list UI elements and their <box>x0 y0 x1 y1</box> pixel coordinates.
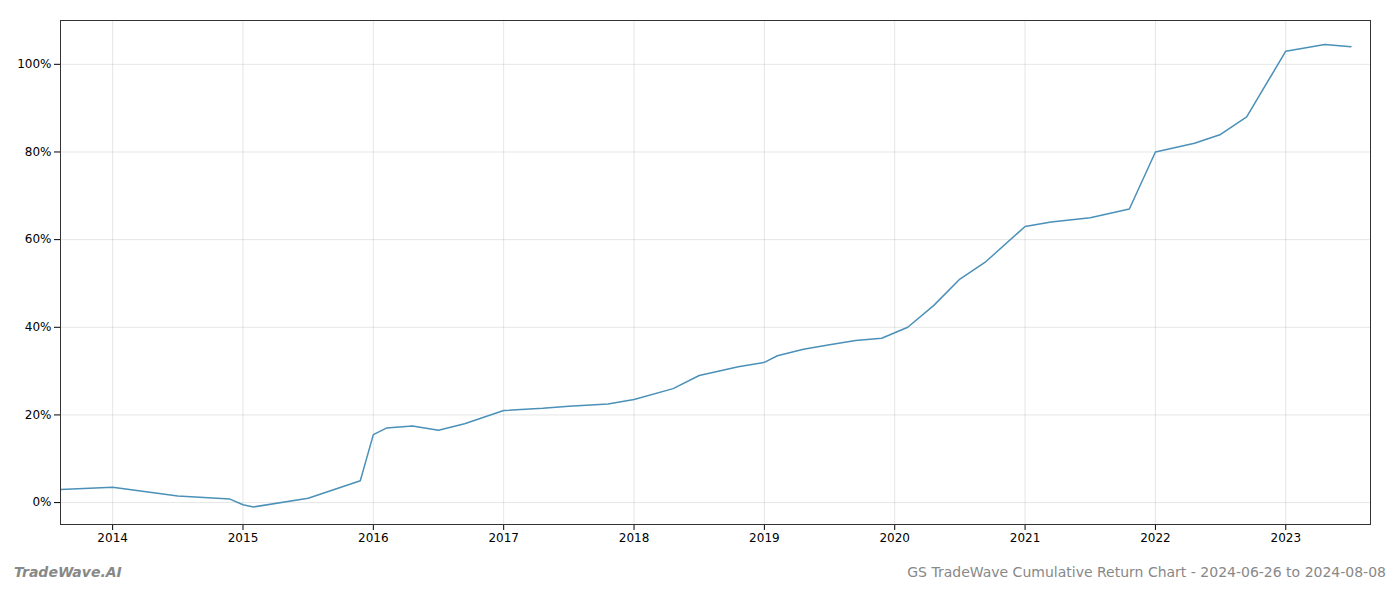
svg-text:2016: 2016 <box>358 531 389 545</box>
svg-text:60%: 60% <box>25 232 52 246</box>
svg-text:2020: 2020 <box>879 531 910 545</box>
svg-text:20%: 20% <box>25 408 52 422</box>
svg-text:100%: 100% <box>17 57 51 71</box>
html-text:TradeWave.AI: TradeWave.AI <box>14 564 122 580</box>
svg-text:2017: 2017 <box>488 531 519 545</box>
svg-text:2021: 2021 <box>1010 531 1041 545</box>
svg-text:2023: 2023 <box>1271 531 1302 545</box>
svg-text:2018: 2018 <box>619 531 650 545</box>
svg-text:0%: 0% <box>32 495 51 509</box>
svg-text:2014: 2014 <box>97 531 128 545</box>
svg-text:2019: 2019 <box>749 531 780 545</box>
svg-text:2015: 2015 <box>228 531 259 545</box>
svg-text:80%: 80% <box>25 145 52 159</box>
html-text:GS TradeWave Cumulative Return: GS TradeWave Cumulative Return Chart - 2… <box>907 564 1386 580</box>
svg-text:40%: 40% <box>25 320 52 334</box>
svg-text:2022: 2022 <box>1140 531 1171 545</box>
